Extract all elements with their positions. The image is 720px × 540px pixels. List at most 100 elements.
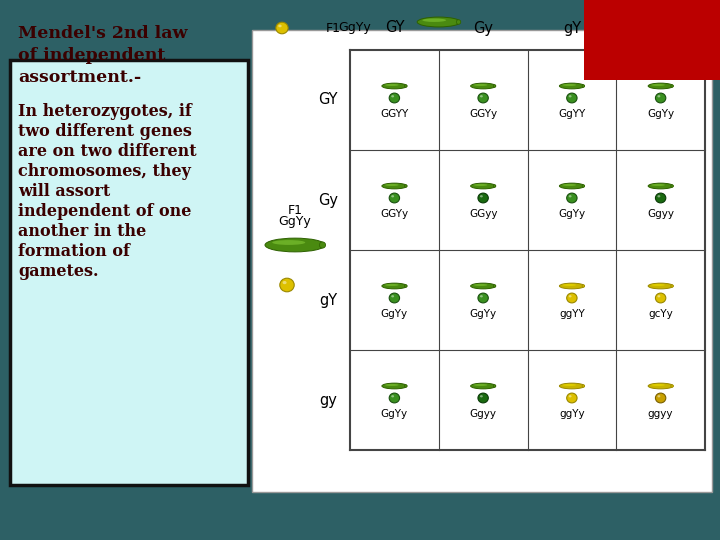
Ellipse shape: [265, 238, 325, 252]
Ellipse shape: [474, 284, 487, 286]
Ellipse shape: [657, 295, 660, 298]
Ellipse shape: [478, 393, 488, 403]
Ellipse shape: [382, 383, 407, 389]
Ellipse shape: [559, 183, 585, 189]
Ellipse shape: [655, 193, 666, 203]
Ellipse shape: [474, 184, 487, 186]
Text: Ggyy: Ggyy: [469, 409, 497, 419]
Text: GGYy: GGYy: [469, 109, 498, 119]
Ellipse shape: [648, 83, 673, 89]
Ellipse shape: [559, 283, 585, 289]
Ellipse shape: [423, 18, 446, 22]
Ellipse shape: [391, 95, 394, 97]
Bar: [10, 60, 248, 485]
Text: ggYY: ggYY: [559, 309, 585, 319]
Text: GGYy: GGYy: [380, 209, 408, 219]
Ellipse shape: [390, 93, 400, 103]
Ellipse shape: [671, 285, 673, 287]
Ellipse shape: [671, 185, 673, 187]
Ellipse shape: [390, 193, 400, 203]
Ellipse shape: [474, 384, 487, 386]
Bar: [584, 0, 720, 80]
Ellipse shape: [657, 195, 660, 198]
Ellipse shape: [283, 281, 287, 284]
Ellipse shape: [493, 285, 496, 287]
Ellipse shape: [567, 293, 577, 303]
Ellipse shape: [471, 383, 495, 389]
Text: GGyy: GGyy: [469, 209, 498, 219]
Ellipse shape: [582, 85, 585, 87]
Text: GgYY: GgYY: [558, 109, 585, 119]
Ellipse shape: [562, 384, 576, 386]
Ellipse shape: [648, 183, 673, 189]
Ellipse shape: [648, 283, 673, 289]
Text: GY: GY: [318, 92, 338, 107]
Ellipse shape: [655, 293, 666, 303]
Ellipse shape: [471, 283, 495, 289]
Text: gametes.: gametes.: [18, 263, 99, 280]
Ellipse shape: [385, 184, 399, 186]
Text: ggYy: ggYy: [559, 409, 585, 419]
Ellipse shape: [655, 393, 666, 403]
Text: GgYy: GgYy: [558, 209, 585, 219]
Text: of independent: of independent: [18, 47, 166, 64]
Ellipse shape: [471, 83, 495, 89]
Ellipse shape: [562, 84, 576, 86]
Text: will assort: will assort: [18, 183, 110, 200]
Ellipse shape: [582, 285, 585, 287]
Ellipse shape: [651, 284, 665, 286]
Ellipse shape: [480, 295, 483, 298]
Ellipse shape: [559, 83, 585, 89]
Ellipse shape: [320, 242, 325, 248]
Ellipse shape: [657, 95, 660, 97]
Ellipse shape: [478, 193, 488, 203]
Text: assortment.-: assortment.-: [18, 69, 141, 86]
Text: two different genes: two different genes: [18, 123, 192, 140]
Ellipse shape: [493, 185, 496, 187]
Ellipse shape: [385, 84, 399, 86]
Ellipse shape: [671, 384, 673, 387]
Ellipse shape: [562, 284, 576, 286]
Text: GgYy: GgYy: [469, 309, 497, 319]
Text: GgYy: GgYy: [381, 409, 408, 419]
Ellipse shape: [567, 193, 577, 203]
Text: gY: gY: [319, 293, 337, 307]
Text: GgYy: GgYy: [647, 109, 674, 119]
Ellipse shape: [391, 395, 394, 397]
Ellipse shape: [385, 284, 399, 286]
Text: F1: F1: [287, 204, 302, 217]
Ellipse shape: [493, 85, 496, 87]
Ellipse shape: [405, 185, 407, 187]
Text: GGYY: GGYY: [380, 109, 408, 119]
Text: gY: gY: [563, 21, 581, 36]
Ellipse shape: [391, 195, 394, 198]
Text: gy: gy: [652, 21, 670, 36]
Text: In heterozygotes, if: In heterozygotes, if: [18, 103, 192, 120]
Text: gcYy: gcYy: [648, 309, 673, 319]
Ellipse shape: [478, 93, 488, 103]
Ellipse shape: [582, 384, 585, 387]
Ellipse shape: [569, 95, 572, 97]
Ellipse shape: [456, 20, 461, 24]
Text: GgYy: GgYy: [338, 22, 372, 35]
Ellipse shape: [493, 384, 496, 387]
Ellipse shape: [582, 185, 585, 187]
Ellipse shape: [405, 85, 407, 87]
Ellipse shape: [405, 384, 407, 387]
Ellipse shape: [391, 295, 394, 298]
Ellipse shape: [480, 195, 483, 198]
Text: formation of: formation of: [18, 243, 130, 260]
Text: Ggyy: Ggyy: [647, 209, 674, 219]
Ellipse shape: [569, 395, 572, 397]
Text: GY: GY: [384, 21, 404, 36]
Ellipse shape: [657, 395, 660, 397]
Text: Gy: Gy: [473, 21, 493, 36]
Ellipse shape: [471, 183, 495, 189]
Ellipse shape: [671, 85, 673, 87]
Ellipse shape: [569, 195, 572, 198]
Ellipse shape: [478, 293, 488, 303]
Ellipse shape: [651, 84, 665, 86]
Ellipse shape: [390, 393, 400, 403]
Ellipse shape: [655, 93, 666, 103]
Ellipse shape: [562, 184, 576, 186]
